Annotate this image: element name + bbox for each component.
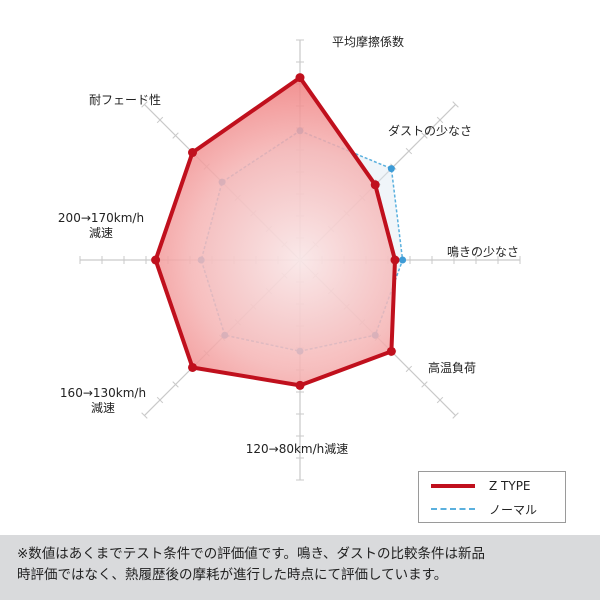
axis-label-7: 耐フェード性	[89, 93, 161, 107]
series-z-type-point	[151, 255, 161, 265]
axis-label-line: 鳴きの少なさ	[447, 245, 519, 259]
axis-label-3: 高温負荷	[428, 360, 476, 375]
axis-label-line: ダストの少なさ	[388, 123, 472, 138]
axis-tick	[172, 132, 179, 139]
axis-tick	[141, 412, 148, 419]
series-normal-point	[387, 165, 395, 173]
axis-label-4: 120→80km/h減速	[246, 441, 349, 456]
axis-tick	[436, 396, 444, 404]
axis-label-line: 減速	[89, 225, 113, 240]
series-layer	[151, 73, 407, 390]
legend-item-z-type: Z TYPE	[419, 477, 565, 497]
legend-swatch-normal	[431, 508, 475, 510]
axis-label-line: 200→170km/h	[58, 211, 144, 225]
axis-tick	[141, 101, 148, 108]
axis-label-line: 高温負荷	[428, 360, 476, 375]
series-z-type-point	[370, 180, 380, 190]
axis-tick	[172, 381, 179, 388]
axis-label-0: 平均摩擦係数	[332, 34, 404, 49]
axis-tick	[436, 116, 444, 124]
axis-tick	[405, 365, 413, 373]
axis-label-line: 耐フェード性	[89, 93, 161, 107]
series-z-type-point	[390, 255, 400, 265]
axis-label-line: 減速	[91, 400, 115, 415]
series-z-type-point	[386, 346, 396, 356]
footnote-line-2: 時評価ではなく、熱履歴後の摩耗が進行した時点にて評価しています。	[17, 567, 448, 583]
axis-label-line: 160→130km/h	[60, 386, 146, 400]
legend-label-normal: ノーマル	[489, 503, 538, 517]
legend-item-normal: ノーマル	[419, 499, 565, 519]
series-z-type-point	[295, 73, 305, 83]
axis-label-line: 120→80km/h減速	[246, 441, 349, 456]
axis-tick	[156, 396, 164, 404]
axis-tick	[452, 412, 459, 419]
axis-label-line: 平均摩擦係数	[332, 34, 404, 49]
footnote-line-1: ※数値はあくまでテスト条件での評価値です。鳴き、ダストの比較条件は新品	[17, 546, 486, 562]
series-normal-point	[399, 256, 407, 264]
axis-tick	[156, 116, 164, 124]
series-z-type-point	[295, 380, 305, 390]
series-z-type-point	[188, 148, 198, 158]
axis-label-5: 160→130km/h 減速	[60, 386, 146, 415]
legend-label-z-type: Z TYPE	[489, 479, 531, 493]
series-z-type-point	[188, 362, 198, 372]
axis-tick	[405, 147, 413, 155]
axis-label-1: ダストの少なさ	[388, 123, 472, 138]
axis-tick	[421, 132, 428, 139]
footnote: ※数値はあくまでテスト条件での評価値です。鳴き、ダストの比較条件は新品 時評価で…	[0, 535, 600, 600]
axis-tick	[452, 101, 459, 108]
axis-label-6: 200→170km/h 減速	[58, 211, 144, 240]
legend-swatch-z-type	[431, 484, 475, 488]
series-z-type-area	[153, 75, 397, 388]
axis-label-2: 鳴きの少なさ	[447, 245, 519, 259]
legend: Z TYPE ノーマル	[418, 471, 566, 523]
axis-tick	[421, 381, 428, 388]
